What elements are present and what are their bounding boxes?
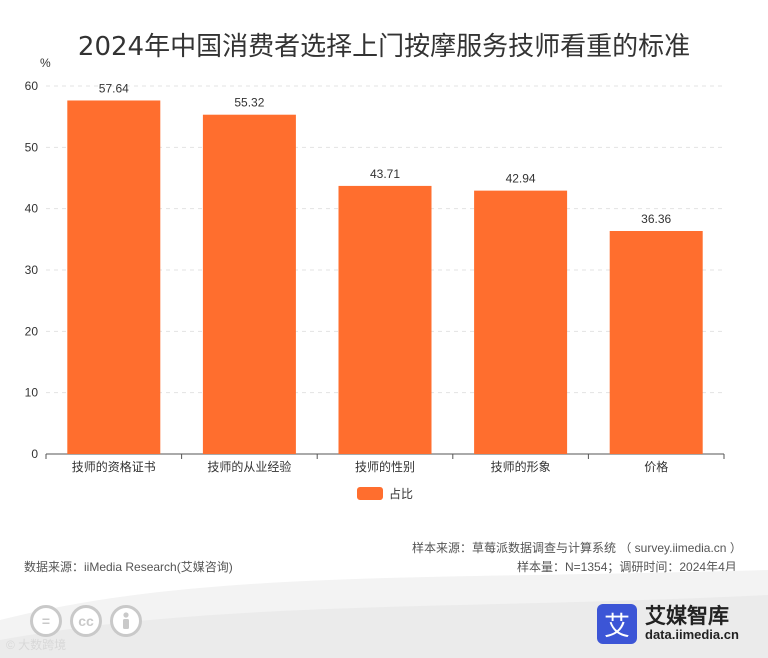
y-tick-label: 60 <box>25 79 39 93</box>
brand[interactable]: 艾 艾媒智库 data.iimedia.cn <box>597 604 739 644</box>
bar-chart: % 0 10 20 30 40 50 60 57.64 技师的资格证书 55.32 技师的从业经验 43… <box>25 56 725 474</box>
bar <box>609 230 703 454</box>
bar-data-label: 36.36 <box>641 212 671 226</box>
legend-label: 占比 <box>389 487 414 501</box>
bar-data-label: 57.64 <box>99 81 129 95</box>
bar <box>67 100 161 454</box>
y-tick-label: 20 <box>25 324 39 338</box>
sample-size-note: 样本量：N=1354；调研时间：2024年4月 <box>517 560 737 574</box>
bar <box>338 185 432 455</box>
bar <box>474 190 568 454</box>
watermark: © 大数跨境 <box>6 638 67 652</box>
x-tick-label: 技师的形象 <box>491 459 551 474</box>
license-icons: = cc <box>30 605 142 637</box>
y-axis-unit: % <box>40 56 51 70</box>
chart-title: 2024年中国消费者选择上门按摩服务技师看重的标准 <box>77 32 691 62</box>
legend[interactable]: 占比 <box>357 485 413 502</box>
bar <box>202 114 296 454</box>
y-tick-label: 30 <box>25 263 39 277</box>
sample-source-note: 样本来源：草莓派数据调查与计算系统 （ survey.iimedia.cn ） <box>412 541 742 555</box>
data-source-note: 数据来源：iiMedia Research(艾媒咨询) <box>24 560 233 574</box>
bar-data-label: 55.32 <box>234 96 264 110</box>
y-tick-label: 10 <box>25 386 39 400</box>
bar-data-label: 43.71 <box>370 167 400 181</box>
legend-swatch <box>357 487 383 500</box>
brand-name: 艾媒智库 <box>645 604 729 628</box>
person-icon <box>110 605 142 637</box>
y-tick-label: 0 <box>31 447 38 461</box>
bar-data-label: 42.94 <box>506 172 536 186</box>
x-tick-label: 技师的从业经验 <box>207 459 291 474</box>
cc-icon: cc <box>70 605 102 637</box>
brand-url: data.iimedia.cn <box>645 627 739 642</box>
footer-wave <box>0 570 768 658</box>
equals-icon: = <box>30 605 62 637</box>
y-tick-label: 40 <box>25 202 39 216</box>
brand-logo-icon: 艾 <box>597 604 637 644</box>
y-tick-label: 50 <box>25 140 39 154</box>
x-tick-label: 价格 <box>644 459 668 474</box>
x-tick-label: 技师的资格证书 <box>72 459 156 474</box>
x-tick-label: 技师的性别 <box>355 459 415 474</box>
